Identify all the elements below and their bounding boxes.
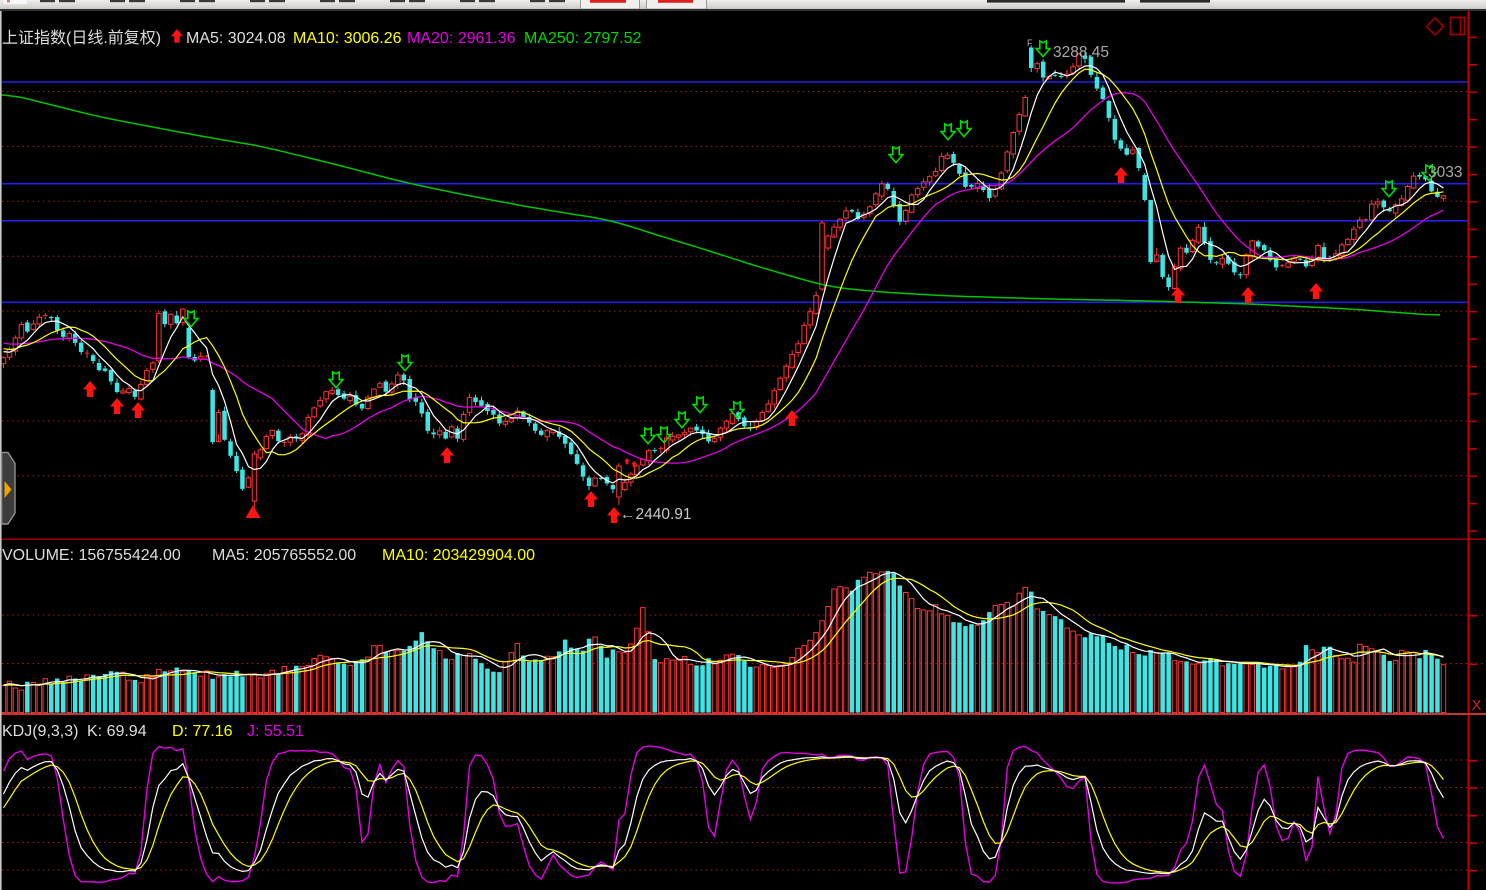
svg-text:D: 77.16: D: 77.16 [172,723,233,740]
svg-text:MA5: 205765552.00: MA5: 205765552.00 [212,547,356,564]
svg-text:KDJ(9,3,3): KDJ(9,3,3) [2,723,78,740]
svg-text:VOLUME: 156755424.00: VOLUME: 156755424.00 [2,547,181,564]
svg-text:K: 69.94: K: 69.94 [87,723,147,740]
svg-text:3033: 3033 [1428,164,1462,181]
svg-text:F: F [1027,38,1033,48]
svg-text:3288.45: 3288.45 [1053,44,1109,61]
svg-text:MA20: 2961.36: MA20: 2961.36 [407,30,516,47]
svg-text:←2440.91: ←2440.91 [620,506,692,523]
svg-text:MA10: 3006.26: MA10: 3006.26 [293,30,402,47]
svg-text:上证指数(日线.前复权): 上证指数(日线.前复权) [2,29,161,47]
svg-text:MA5: 3024.08: MA5: 3024.08 [186,30,286,47]
svg-text:MA250: 2797.52: MA250: 2797.52 [524,30,642,47]
svg-text:X: X [1472,697,1482,714]
svg-text:J: 55.51: J: 55.51 [247,723,304,740]
svg-text:MA10: 203429904.00: MA10: 203429904.00 [382,547,535,564]
